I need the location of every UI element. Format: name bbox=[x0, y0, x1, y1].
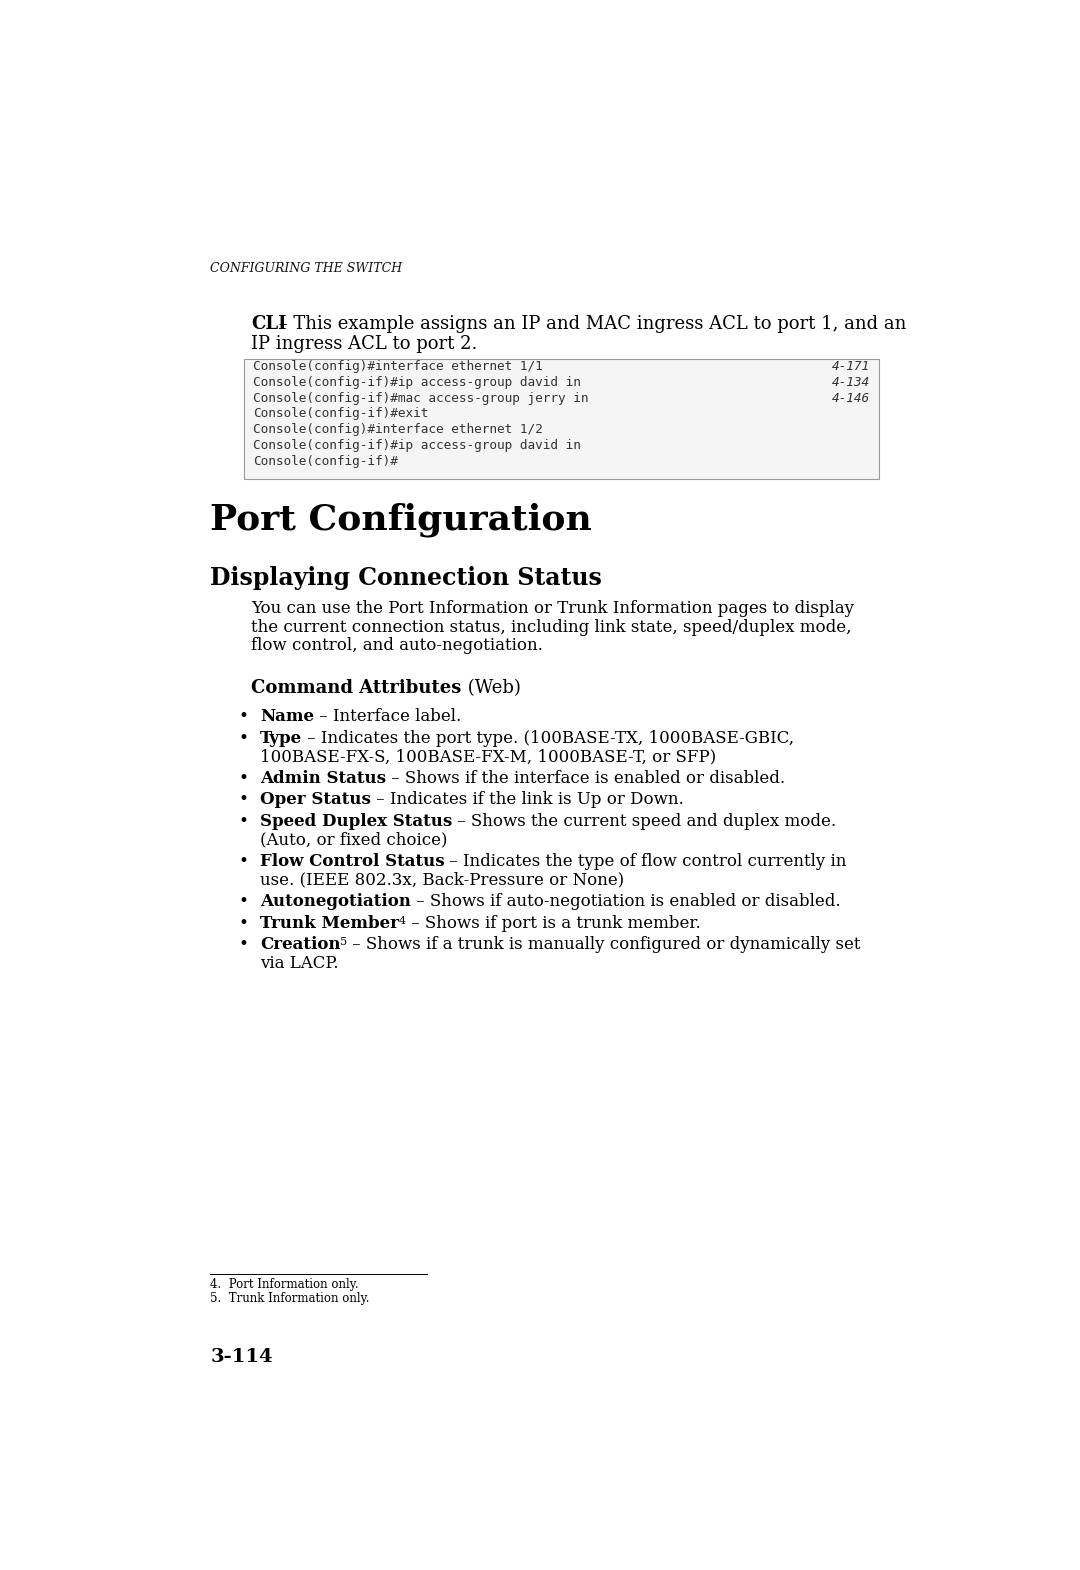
Text: 4: 4 bbox=[399, 915, 406, 926]
Text: •: • bbox=[238, 708, 248, 725]
Text: 4-146: 4-146 bbox=[832, 391, 869, 405]
Text: 3-114: 3-114 bbox=[211, 1349, 273, 1366]
Text: 4-134: 4-134 bbox=[832, 375, 869, 389]
Text: Console(config-if)#: Console(config-if)# bbox=[253, 455, 397, 468]
Text: Type: Type bbox=[260, 730, 302, 747]
Text: •: • bbox=[238, 730, 248, 747]
Text: 100BASE-FX-S, 100BASE-FX-M, 1000BASE-T, or SFP): 100BASE-FX-S, 100BASE-FX-M, 1000BASE-T, … bbox=[260, 749, 716, 765]
Text: Autonegotiation: Autonegotiation bbox=[260, 893, 410, 911]
Text: – Indicates the port type. (100BASE-TX, 1000BASE-GBIC,: – Indicates the port type. (100BASE-TX, … bbox=[302, 730, 794, 747]
Text: Oper Status: Oper Status bbox=[260, 791, 370, 809]
Text: – Shows the current speed and duplex mode.: – Shows the current speed and duplex mod… bbox=[453, 813, 836, 831]
Text: – This example assigns an IP and MAC ingress ACL to port 1, and an: – This example assigns an IP and MAC ing… bbox=[273, 314, 906, 333]
Text: Console(config-if)#mac access-group jerry in: Console(config-if)#mac access-group jerr… bbox=[253, 391, 589, 405]
Text: – Shows if port is a trunk member.: – Shows if port is a trunk member. bbox=[406, 915, 701, 931]
Text: •: • bbox=[238, 853, 248, 870]
Text: 5: 5 bbox=[340, 937, 348, 947]
Text: Console(config-if)#exit: Console(config-if)#exit bbox=[253, 408, 428, 421]
Text: Admin Status: Admin Status bbox=[260, 769, 386, 787]
Text: (Auto, or fixed choice): (Auto, or fixed choice) bbox=[260, 832, 447, 848]
Text: the current connection status, including link state, speed/duplex mode,: the current connection status, including… bbox=[252, 619, 852, 636]
Text: •: • bbox=[238, 893, 248, 911]
Text: Trunk Member: Trunk Member bbox=[260, 915, 399, 931]
Text: via LACP.: via LACP. bbox=[260, 955, 338, 972]
Text: use. (IEEE 802.3x, Back-Pressure or None): use. (IEEE 802.3x, Back-Pressure or None… bbox=[260, 871, 624, 889]
Text: 4.  Port Information only.: 4. Port Information only. bbox=[211, 1278, 359, 1291]
Text: •: • bbox=[238, 769, 248, 787]
Text: Displaying Connection Status: Displaying Connection Status bbox=[211, 565, 602, 590]
Text: – Shows if auto-negotiation is enabled or disabled.: – Shows if auto-negotiation is enabled o… bbox=[410, 893, 840, 911]
Text: – Shows if the interface is enabled or disabled.: – Shows if the interface is enabled or d… bbox=[386, 769, 785, 787]
Text: – Indicates the type of flow control currently in: – Indicates the type of flow control cur… bbox=[444, 853, 847, 870]
Text: CLI: CLI bbox=[252, 314, 287, 333]
Text: Command Attributes: Command Attributes bbox=[252, 678, 461, 697]
FancyBboxPatch shape bbox=[243, 360, 879, 479]
Text: Console(config-if)#ip access-group david in: Console(config-if)#ip access-group david… bbox=[253, 375, 581, 389]
Text: – Shows if a trunk is manually configured or dynamically set: – Shows if a trunk is manually configure… bbox=[348, 936, 861, 953]
Text: Console(config)#interface ethernet 1/1: Console(config)#interface ethernet 1/1 bbox=[253, 360, 542, 374]
Text: IP ingress ACL to port 2.: IP ingress ACL to port 2. bbox=[252, 334, 477, 353]
Text: 4-171: 4-171 bbox=[832, 360, 869, 374]
Text: •: • bbox=[238, 915, 248, 931]
Text: – Interface label.: – Interface label. bbox=[314, 708, 461, 725]
Text: Speed Duplex Status: Speed Duplex Status bbox=[260, 813, 453, 831]
Text: CONFIGURING THE SWITCH: CONFIGURING THE SWITCH bbox=[211, 262, 402, 275]
Text: •: • bbox=[238, 936, 248, 953]
Text: (Web): (Web) bbox=[461, 678, 521, 697]
Text: flow control, and auto-negotiation.: flow control, and auto-negotiation. bbox=[252, 637, 543, 655]
Text: •: • bbox=[238, 791, 248, 809]
Text: Flow Control Status: Flow Control Status bbox=[260, 853, 444, 870]
Text: Creation: Creation bbox=[260, 936, 340, 953]
Text: 5.  Trunk Information only.: 5. Trunk Information only. bbox=[211, 1292, 369, 1305]
Text: •: • bbox=[238, 813, 248, 831]
Text: Console(config-if)#ip access-group david in: Console(config-if)#ip access-group david… bbox=[253, 440, 581, 452]
Text: You can use the Port Information or Trunk Information pages to display: You can use the Port Information or Trun… bbox=[252, 600, 854, 617]
Text: Port Configuration: Port Configuration bbox=[211, 502, 592, 537]
Text: Console(config)#interface ethernet 1/2: Console(config)#interface ethernet 1/2 bbox=[253, 424, 542, 436]
Text: Name: Name bbox=[260, 708, 314, 725]
Text: – Indicates if the link is Up or Down.: – Indicates if the link is Up or Down. bbox=[370, 791, 684, 809]
